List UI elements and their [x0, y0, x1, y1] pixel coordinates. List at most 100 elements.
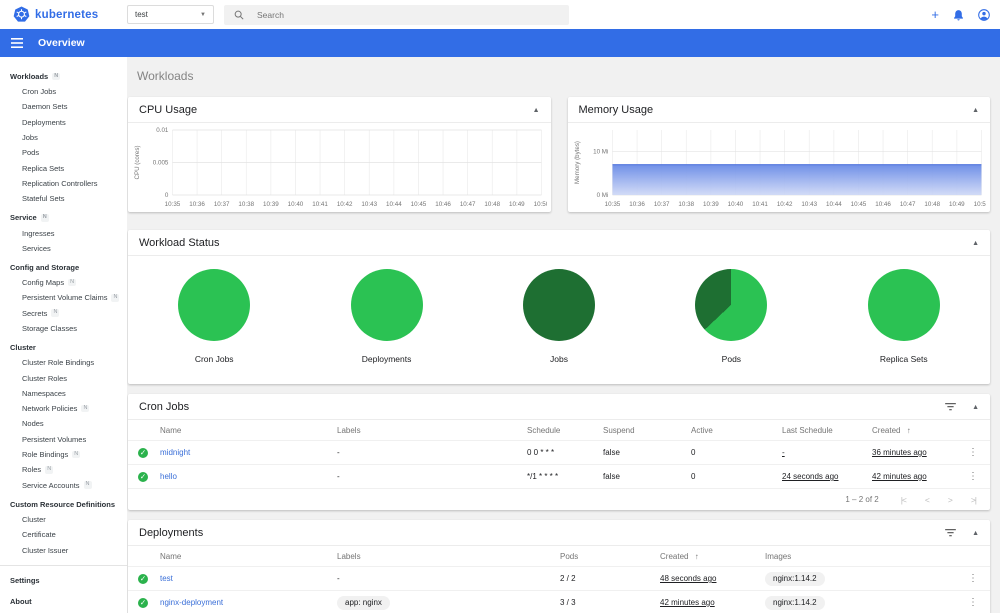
next-page-icon[interactable]: >: [947, 494, 953, 505]
row-actions-kebab-icon[interactable]: ⋮: [968, 597, 978, 608]
hamburger-menu-icon[interactable]: [11, 38, 23, 48]
column-header-images[interactable]: Images: [765, 551, 792, 561]
sidebar-section-label: Custom Resource Definitions: [10, 499, 116, 509]
pie-chart[interactable]: [695, 269, 768, 341]
workload-status-card: Workload Status ▲ Cron Jobs Deployments Jo…: [128, 230, 990, 384]
sidebar-item-stateful-sets[interactable]: Stateful Sets: [0, 191, 127, 206]
cell-name[interactable]: nginx-deployment: [160, 598, 224, 607]
sidebar-item-namespaces[interactable]: Namespaces: [0, 386, 127, 401]
namespaced-badge: N: [111, 294, 120, 302]
pie-chart[interactable]: [522, 269, 595, 341]
add-resource-icon[interactable]: +: [931, 7, 939, 22]
collapse-caret-icon[interactable]: ▲: [972, 106, 979, 114]
column-header-schedule[interactable]: Schedule: [527, 425, 561, 435]
svg-text:10:42: 10:42: [776, 201, 792, 208]
sidebar-item-persistent-volume-claims[interactable]: Persistent Volume Claims N: [0, 290, 127, 305]
namespace-select[interactable]: test ▼: [127, 5, 214, 24]
sidebar-item-secrets[interactable]: Secrets N: [0, 306, 127, 321]
collapse-caret-icon[interactable]: ▲: [972, 239, 979, 247]
sidebar-item-cron-jobs[interactable]: Cron Jobs: [0, 84, 127, 99]
sidebar-item-label: Storage Classes: [22, 324, 78, 333]
sidebar-item-about[interactable]: About: [10, 596, 32, 606]
sidebar-item-settings[interactable]: Settings: [10, 575, 40, 585]
cell-labels: -: [337, 472, 340, 481]
cell-created: 42 minutes ago: [872, 472, 927, 481]
namespaced-badge: N: [45, 466, 54, 474]
cell-name[interactable]: midnight: [160, 448, 191, 457]
sidebar-item-certificate[interactable]: Certificate: [0, 527, 127, 542]
sidebar-item-cluster-roles[interactable]: Cluster Roles: [0, 370, 127, 385]
sidebar-item-ingresses[interactable]: Ingresses: [0, 225, 127, 240]
cell-name[interactable]: hello: [160, 472, 177, 481]
first-page-icon[interactable]: |<: [900, 494, 907, 505]
sidebar-item-replica-sets[interactable]: Replica Sets: [0, 160, 127, 175]
sidebar-item-service-accounts[interactable]: Service Accounts N: [0, 478, 127, 493]
column-header-created[interactable]: Created ↑: [660, 551, 699, 561]
last-page-icon[interactable]: >|: [970, 494, 977, 505]
row-actions-kebab-icon[interactable]: ⋮: [968, 573, 978, 584]
column-header-labels[interactable]: Labels: [337, 425, 361, 435]
filter-icon[interactable]: [945, 529, 956, 537]
column-header-name[interactable]: Name: [160, 425, 182, 435]
kubernetes-logo-icon: [13, 6, 30, 22]
previous-page-icon[interactable]: <: [924, 494, 930, 505]
sidebar-item-label: Nodes: [22, 419, 44, 429]
column-header-labels[interactable]: Labels: [337, 551, 361, 561]
sidebar-item-roles[interactable]: Roles N: [0, 462, 127, 477]
sidebar-section-service[interactable]: Service N: [0, 210, 127, 225]
sidebar-item-cluster-issuer[interactable]: Cluster Issuer: [0, 542, 127, 557]
sidebar-item-label: Network Policies: [22, 404, 78, 414]
collapse-caret-icon[interactable]: ▲: [972, 403, 979, 411]
pie-chart[interactable]: [350, 269, 423, 341]
collapse-caret-icon[interactable]: ▲: [532, 106, 540, 114]
status-success-icon: ✓: [138, 447, 148, 458]
svg-text:10:39: 10:39: [263, 201, 279, 208]
sidebar: Workloads N Cron Jobs Daemon Sets Deployment…: [0, 57, 127, 613]
column-header-created[interactable]: Created ↑: [872, 425, 911, 435]
sidebar-item-deployments[interactable]: Deployments: [0, 115, 127, 130]
pie-chart[interactable]: [867, 269, 940, 341]
sidebar-item-label: Services: [22, 243, 51, 253]
column-header-last-schedule[interactable]: Last Schedule: [782, 425, 833, 435]
svg-text:10 Mi: 10 Mi: [593, 149, 608, 156]
sidebar-item-replication-controllers[interactable]: Replication Controllers: [0, 176, 127, 191]
pie-label: Deployments: [361, 354, 412, 364]
notifications-bell-icon[interactable]: [953, 9, 964, 21]
sidebar-item-cluster-role-bindings[interactable]: Cluster Role Bindings: [0, 355, 127, 370]
sidebar-item-storage-classes[interactable]: Storage Classes: [0, 321, 127, 336]
toolbar-title: Overview: [38, 37, 85, 49]
kubernetes-logo[interactable]: kubernetes: [0, 6, 127, 23]
cell-schedule: */1 * * * *: [527, 472, 559, 481]
row-actions-kebab-icon[interactable]: ⋮: [968, 447, 978, 458]
search-input[interactable]: [257, 9, 507, 20]
status-success-icon: ✓: [138, 597, 148, 608]
sidebar-section-workloads[interactable]: Workloads N: [0, 69, 127, 84]
row-actions-kebab-icon[interactable]: ⋮: [968, 471, 978, 482]
sidebar-item-network-policies[interactable]: Network Policies N: [0, 401, 127, 416]
account-profile-icon[interactable]: [978, 8, 990, 21]
filter-icon[interactable]: [945, 403, 956, 411]
sidebar-item-persistent-volumes[interactable]: Persistent Volumes: [0, 432, 127, 447]
cell-name[interactable]: test: [160, 574, 173, 583]
collapse-caret-icon[interactable]: ▲: [972, 529, 979, 537]
memory-usage-title: Memory Usage: [578, 104, 654, 116]
column-header-suspend[interactable]: Suspend: [603, 425, 635, 435]
sidebar-item-daemon-sets[interactable]: Daemon Sets: [0, 99, 127, 114]
sidebar-item-config-maps[interactable]: Config Maps N: [0, 275, 127, 290]
sidebar-section-cluster: Cluster: [0, 340, 127, 355]
sidebar-item-cluster[interactable]: Cluster: [0, 512, 127, 527]
pie-chart[interactable]: [178, 269, 251, 341]
table-row: ✓ hello - */1 * * * * false 0 24 seconds ago 42…: [128, 465, 990, 489]
workload-status-title: Workload Status: [139, 237, 220, 249]
sidebar-item-role-bindings[interactable]: Role Bindings N: [0, 447, 127, 462]
sidebar-item-pods[interactable]: Pods: [0, 145, 127, 160]
search-bar[interactable]: [224, 4, 569, 25]
sidebar-item-nodes[interactable]: Nodes: [0, 416, 127, 431]
svg-text:10:50: 10:50: [973, 201, 986, 208]
sidebar-item-services[interactable]: Services: [0, 241, 127, 256]
column-header-pods[interactable]: Pods: [560, 551, 579, 561]
column-header-name[interactable]: Name: [160, 551, 182, 561]
namespaced-badge: N: [81, 404, 90, 413]
column-header-active[interactable]: Active: [691, 425, 713, 435]
sidebar-item-jobs[interactable]: Jobs: [0, 130, 127, 145]
